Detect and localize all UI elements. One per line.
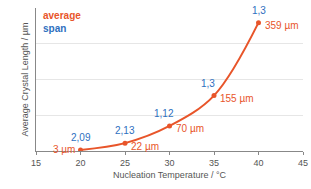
svg-text:40: 40 xyxy=(253,158,263,168)
svg-text:35: 35 xyxy=(209,158,219,168)
svg-text:20: 20 xyxy=(75,158,85,168)
svg-text:3 µm: 3 µm xyxy=(53,144,75,155)
svg-text:25: 25 xyxy=(120,158,130,168)
svg-text:22 µm: 22 µm xyxy=(131,141,159,152)
svg-text:1,3: 1,3 xyxy=(252,5,266,16)
svg-text:span: span xyxy=(43,23,66,34)
svg-text:2,13: 2,13 xyxy=(115,125,135,136)
svg-text:155 µm: 155 µm xyxy=(220,93,254,104)
svg-text:359 µm: 359 µm xyxy=(265,20,299,31)
svg-text:45: 45 xyxy=(298,158,308,168)
svg-text:Average Crystal Length / µm: Average Crystal Length / µm xyxy=(20,22,30,136)
svg-text:Nucleation Temperature / °C: Nucleation Temperature / °C xyxy=(113,170,226,180)
svg-text:70 µm: 70 µm xyxy=(176,123,204,134)
svg-text:1,12: 1,12 xyxy=(154,108,174,119)
svg-text:30: 30 xyxy=(164,158,174,168)
svg-text:average: average xyxy=(43,10,81,21)
svg-text:2,09: 2,09 xyxy=(71,132,91,143)
svg-text:15: 15 xyxy=(31,158,41,168)
svg-text:1,3: 1,3 xyxy=(201,78,215,89)
